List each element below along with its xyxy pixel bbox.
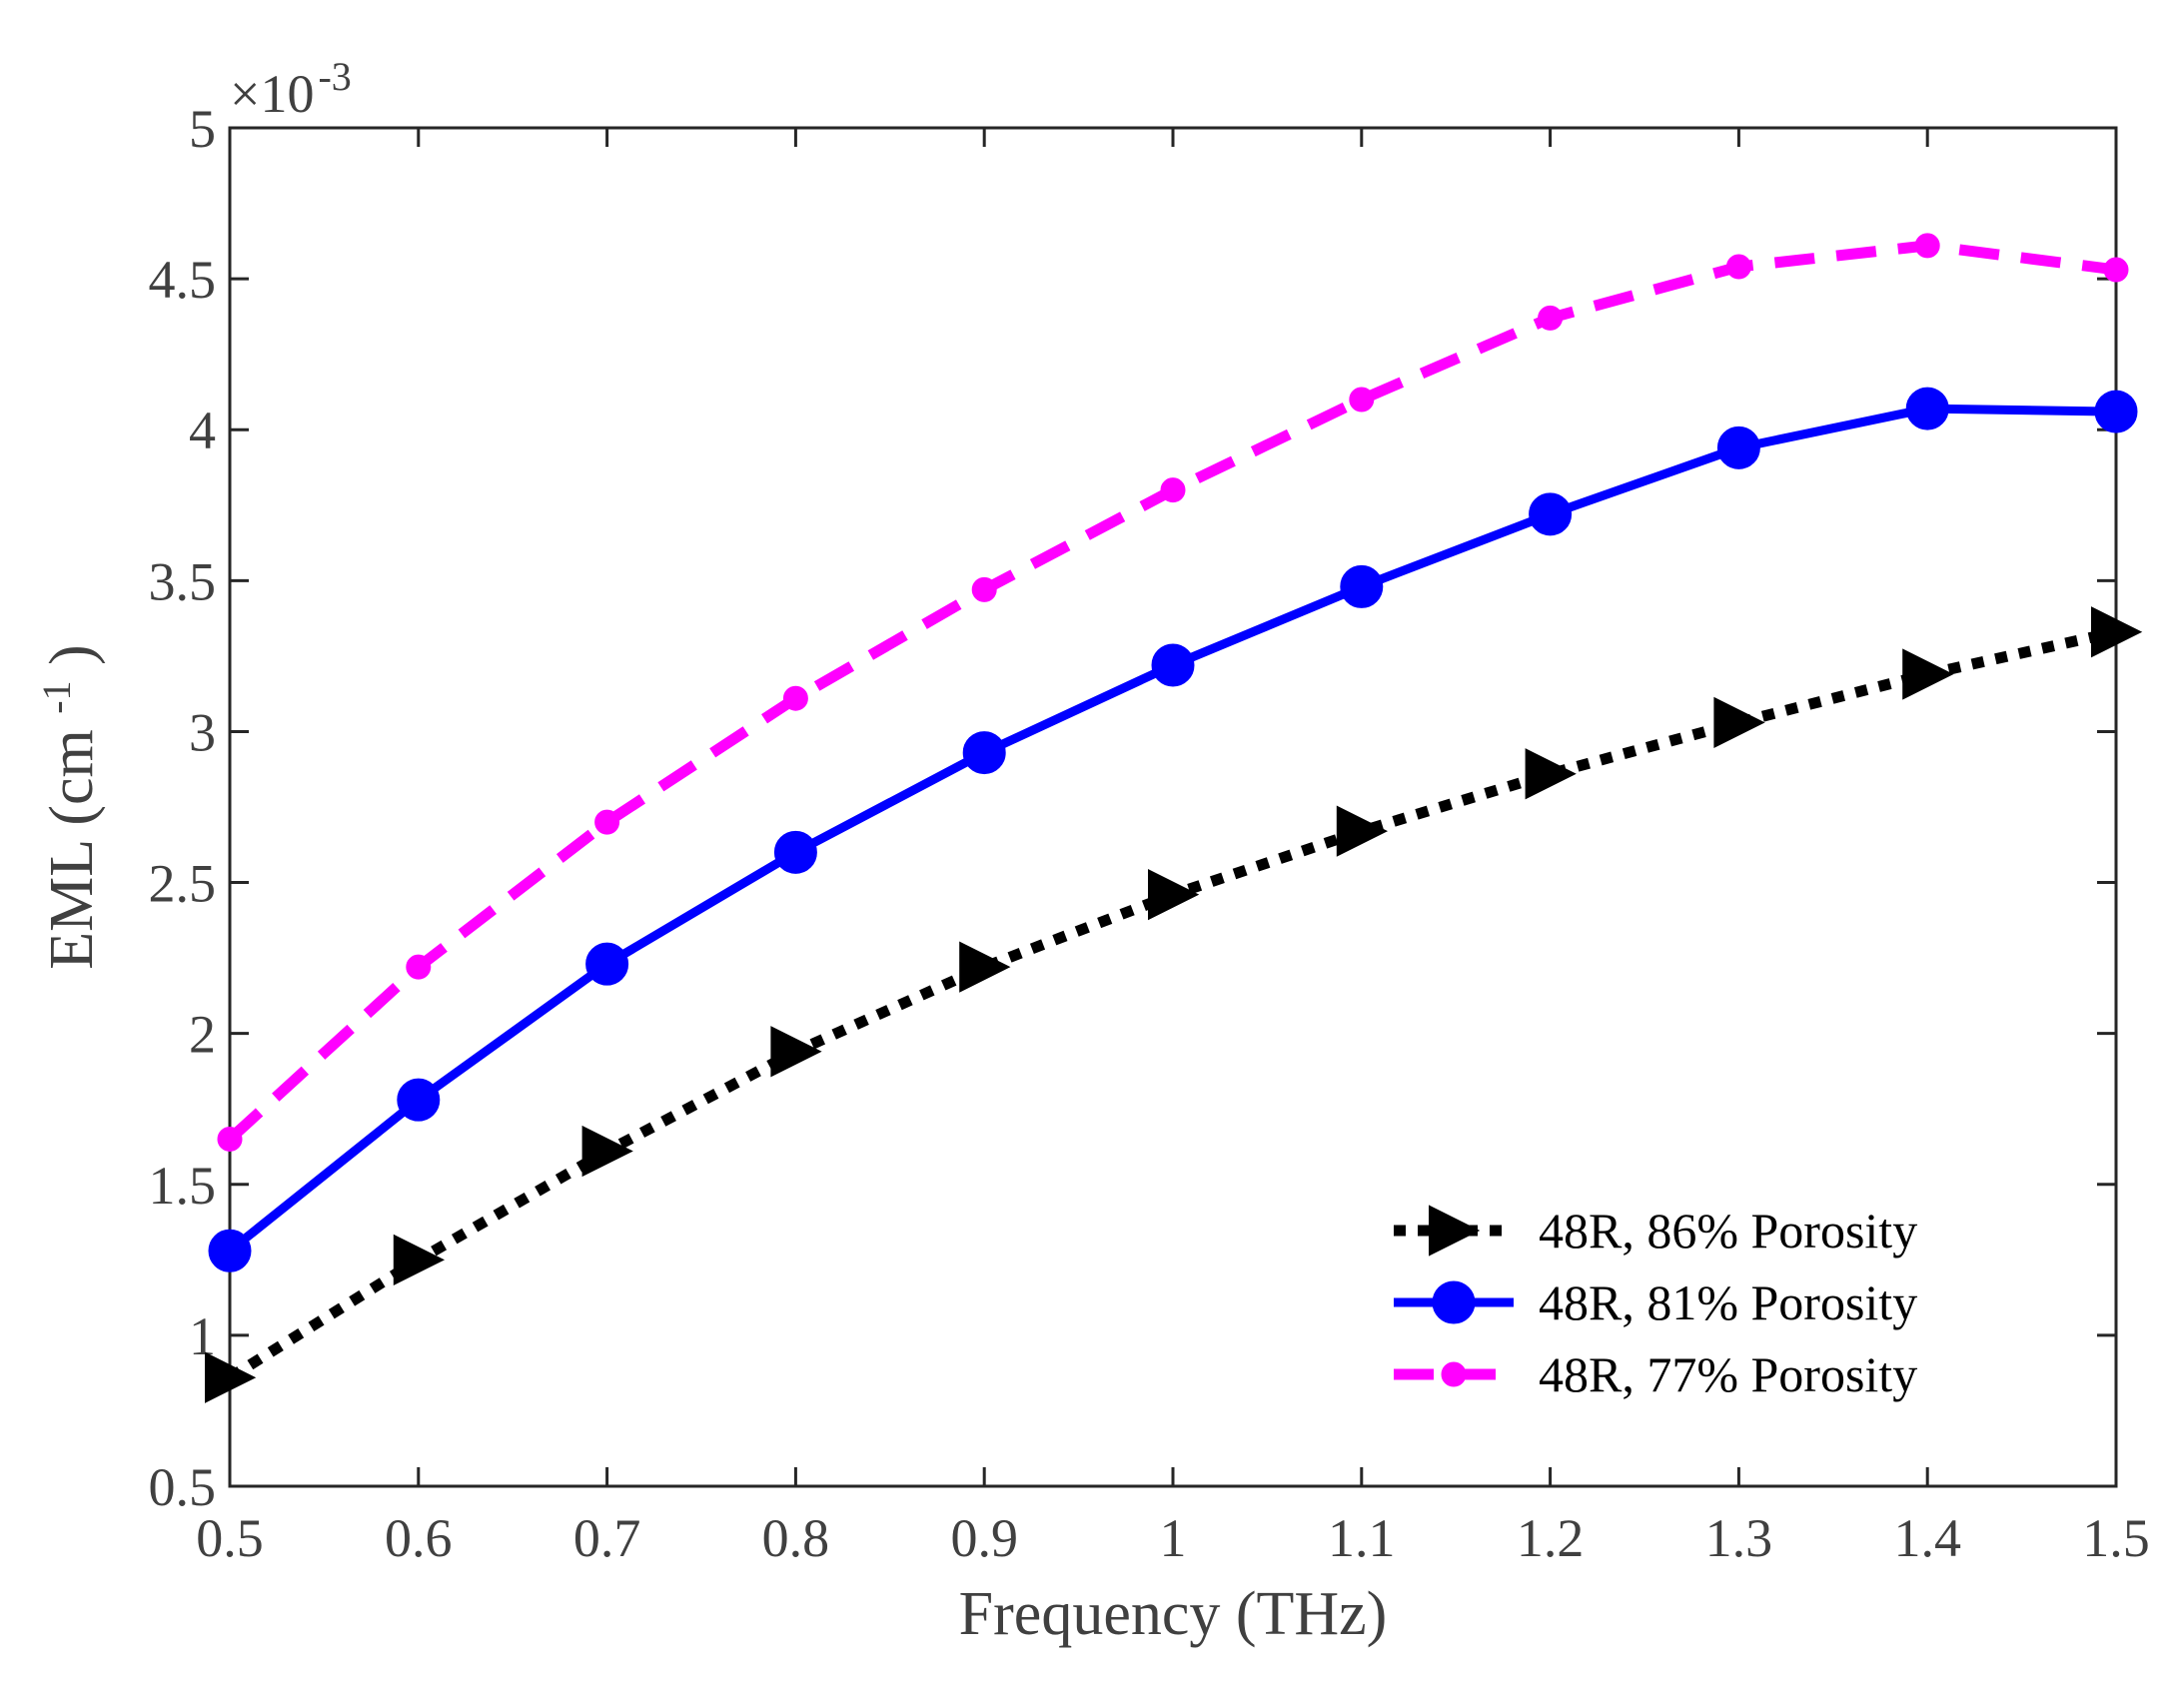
y-axis-title-close: )	[38, 644, 106, 665]
x-tick-label: 0.5	[196, 1508, 264, 1568]
series-1-point-1	[397, 1078, 441, 1122]
series-0-point-5	[1148, 869, 1200, 921]
x-tick-label: 0.8	[762, 1508, 830, 1568]
x-tick-label: 1.3	[1705, 1508, 1773, 1568]
series-1-point-7	[1529, 492, 1573, 536]
series-2-point-1	[406, 954, 432, 980]
x-tick-label: 1	[1160, 1508, 1187, 1568]
series-2-point-5	[1160, 477, 1186, 503]
x-tick-label: 0.6	[385, 1508, 453, 1568]
series-2-point-0	[217, 1126, 243, 1152]
legend-marker-1	[1432, 1280, 1476, 1324]
series-legend-1-point-0	[1432, 1280, 1476, 1324]
series-1-point-6	[1340, 564, 1384, 608]
data-series	[205, 233, 2143, 1403]
series-2-point-9	[1914, 233, 1940, 259]
y-axis-multiplier: ×10 -3	[230, 54, 352, 125]
legend-entry-0: 48R, 86% Porosity	[1394, 1203, 1917, 1259]
y-axis-multiplier-base: ×10	[230, 64, 314, 124]
series-0-point-0	[205, 1351, 257, 1403]
legend-label-2: 48R, 77% Porosity	[1539, 1346, 1917, 1402]
series-1-point-10	[2094, 390, 2138, 433]
x-axis-title: Frequency (THz)	[959, 1580, 1388, 1648]
y-tick-label: 1.5	[149, 1156, 217, 1216]
y-tick-label: 4.5	[149, 250, 217, 310]
y-tick-label: 3.5	[149, 551, 217, 611]
legend-marker-0	[1429, 1205, 1481, 1257]
series-0-point-10	[2091, 606, 2143, 658]
y-axis-title-superscript: -1	[34, 680, 79, 713]
x-tick-label: 1.4	[1893, 1508, 1961, 1568]
series-2-point-7	[1538, 305, 1564, 331]
series-0-point-9	[1902, 648, 1954, 700]
series-1-point-3	[773, 830, 817, 874]
series-0-point-6	[1336, 805, 1389, 857]
series-0	[205, 606, 2143, 1403]
y-tick-label: 2	[189, 1005, 216, 1065]
series-2-point-3	[782, 685, 808, 711]
series-legend-2-point-0	[1441, 1361, 1467, 1387]
series-1-point-4	[962, 731, 1006, 775]
series-2-point-6	[1349, 387, 1375, 413]
y-tick-label: 4	[189, 401, 216, 460]
series-0-point-8	[1713, 696, 1765, 748]
series-0-point-2	[581, 1125, 633, 1178]
y-tick-label: 5	[189, 99, 216, 159]
series-1-point-8	[1716, 425, 1760, 469]
y-tick-label: 0.5	[149, 1457, 217, 1517]
series-2-point-2	[594, 809, 620, 835]
legend-marker-2	[1441, 1361, 1467, 1387]
y-axis-ticks: 0.511.522.533.544.55	[149, 99, 2116, 1517]
y-tick-label: 3	[189, 702, 216, 762]
y-axis-title: EML (cm -1 )	[34, 644, 107, 969]
y-axis-title-main: EML (cm	[38, 729, 106, 969]
x-tick-label: 0.7	[573, 1508, 641, 1568]
series-0-point-1	[393, 1234, 446, 1285]
x-tick-label: 1.1	[1328, 1508, 1396, 1568]
series-2-point-10	[2103, 257, 2129, 283]
series-1	[208, 387, 2138, 1272]
legend-label-0: 48R, 86% Porosity	[1539, 1203, 1917, 1259]
y-axis-multiplier-exponent: -3	[318, 54, 351, 99]
series-2-point-8	[1725, 254, 1751, 280]
series-legend-0-point-0	[1429, 1205, 1481, 1257]
legend-entry-1: 48R, 81% Porosity	[1394, 1274, 1917, 1330]
x-axis-ticks: 0.5 0.6 0.7 0.8 0.9 1 1.1 1.2 1.3 1.4 1.5	[196, 128, 2150, 1568]
legend-label-1: 48R, 81% Porosity	[1539, 1274, 1917, 1330]
series-1-point-2	[585, 942, 629, 986]
series-0-point-7	[1525, 748, 1577, 800]
series-1-point-0	[208, 1229, 252, 1272]
legend-entry-2: 48R, 77% Porosity	[1394, 1346, 1917, 1402]
x-tick-label: 0.9	[950, 1508, 1018, 1568]
legend: 48R, 86% Porosity 48R, 81% Porosity 48R, 7…	[1394, 1203, 1917, 1402]
x-tick-label: 1.2	[1517, 1508, 1585, 1568]
x-tick-label: 1.5	[2082, 1508, 2150, 1568]
series-1-point-9	[1905, 387, 1949, 430]
series-2	[217, 233, 2129, 1152]
series-2-point-4	[971, 576, 997, 602]
y-tick-label: 2.5	[149, 854, 217, 914]
series-0-point-4	[959, 941, 1011, 993]
series-0-point-3	[770, 1026, 822, 1078]
series-1-point-5	[1151, 643, 1195, 687]
